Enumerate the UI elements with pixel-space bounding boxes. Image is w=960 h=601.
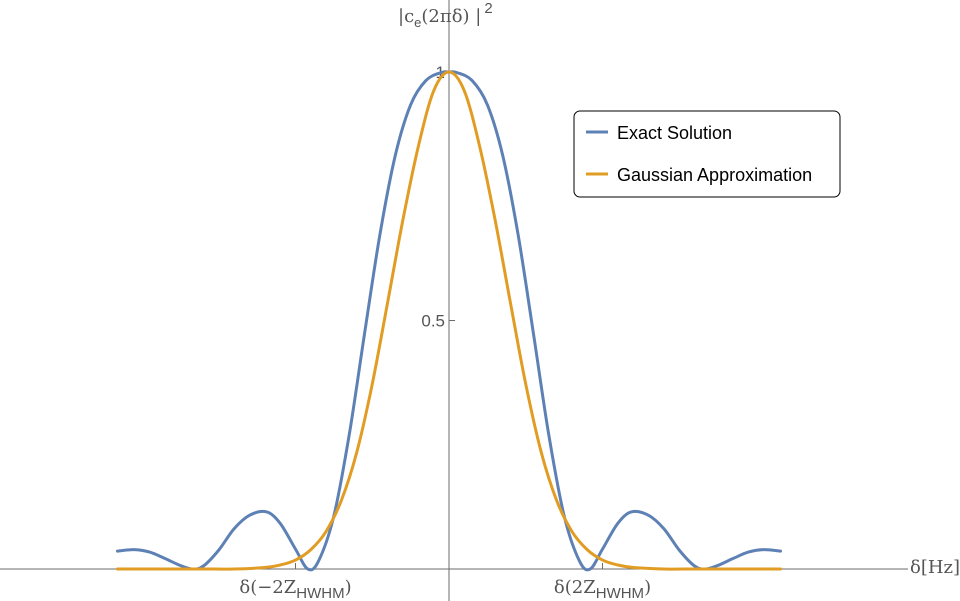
series-line-gaussian-approximation — [115, 70, 783, 571]
x-tick-label: δ(−2ZHWHM) — [239, 577, 351, 601]
x-ticks: δ(−2ZHWHM) δ(2ZHWHM) — [239, 563, 651, 601]
y-axis-label: |ce(2πδ) | 2 — [398, 0, 493, 30]
y-tick-label: 0.5 — [421, 312, 445, 331]
x-axis-label: δ[Hz] — [910, 557, 960, 578]
legend-label-gaussian: Gaussian Approximation — [617, 165, 812, 185]
legend: Exact Solution Gaussian Approximation — [573, 110, 841, 198]
legend-label-exact: Exact Solution — [617, 123, 732, 143]
legend-box — [573, 110, 841, 198]
series-layer — [115, 70, 783, 572]
x-tick-label: δ(2ZHWHM) — [554, 577, 651, 601]
y-ticks: 0.51 — [421, 63, 455, 331]
